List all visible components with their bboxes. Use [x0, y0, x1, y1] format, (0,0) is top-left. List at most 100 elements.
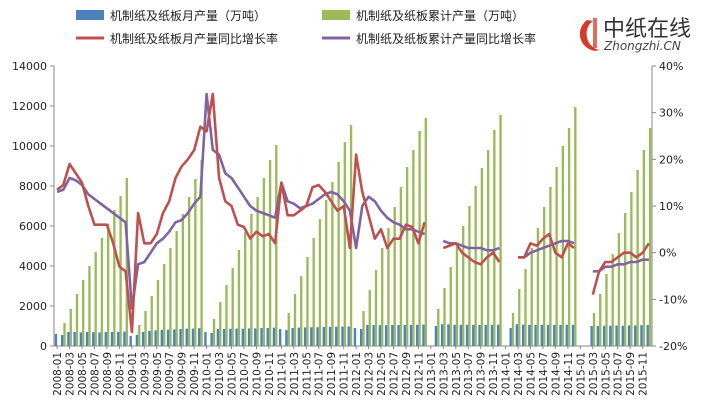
monthly-output-bar [241, 328, 244, 346]
x-tick-label: 2012-07 [389, 352, 401, 396]
monthly-yoy-line [56, 92, 650, 334]
monthly-output-bar [596, 326, 600, 346]
cumulative-output-bar [542, 207, 546, 346]
cumulative-output-bar [324, 200, 328, 346]
x-tick-label: 2013-01 [426, 352, 438, 396]
legend-label: 机制纸及纸板月产量同比增长率 [110, 31, 278, 46]
monthly-output-bar [422, 324, 425, 346]
monthly-output-bar [378, 325, 382, 346]
x-tick-label: 2011-05 [301, 352, 313, 396]
cumulative-output-bar [156, 280, 160, 346]
logo-en-text: Zhongzhi.CN [603, 39, 681, 53]
x-tick-label: 2009-05 [152, 352, 164, 396]
x-tick-label: 2009-11 [189, 352, 201, 396]
cumulative-output-bar [268, 160, 272, 346]
cumulative-output-bar [412, 150, 415, 346]
monthly-output-bar [73, 332, 76, 346]
cumulative-output-bar [125, 178, 129, 346]
monthly-output-bar [646, 325, 649, 346]
monthly-output-bar [397, 325, 400, 346]
left-tick-label: 6000 [19, 220, 47, 233]
monthly-output-bar [409, 325, 413, 346]
cumulative-output-bar [381, 248, 384, 346]
cumulative-output-bar [387, 228, 390, 346]
monthly-output-bar [540, 324, 543, 346]
cumulative-output-bar [623, 213, 627, 346]
cumulative-output-bar [474, 186, 477, 346]
yoy-lines [56, 92, 650, 334]
x-tick-label: 2011-11 [339, 352, 351, 396]
x-tick-label: 2010-03 [214, 352, 226, 396]
cumulative-yoy-line [56, 92, 649, 310]
monthly-output-bar [303, 327, 307, 346]
monthly-output-bar [440, 324, 444, 346]
cumulative-output-bar [306, 257, 309, 346]
x-tick-label: 2015-05 [600, 352, 612, 396]
cumulative-output-bar [499, 115, 502, 346]
x-tick-label: 2008-01 [52, 352, 64, 396]
left-tick-label: 14000 [12, 60, 47, 73]
x-tick-label: 2008-09 [102, 352, 114, 396]
x-tick-label: 2014-05 [526, 352, 538, 396]
cumulative-output-bar [200, 160, 203, 346]
monthly-output-bar [391, 325, 394, 346]
x-tick-label: 2009-01 [127, 352, 139, 396]
x-tick-label: 2009-09 [177, 352, 189, 396]
monthly-output-bar [179, 329, 182, 346]
cumulative-output-bar [424, 118, 428, 346]
monthly-output-bar [191, 328, 195, 346]
left-axis: 0 2000 4000 6000 8000 10000 12000 14000 [12, 60, 54, 353]
cumulative-output-bar [187, 197, 191, 346]
cumulative-output-bar [82, 280, 85, 346]
monthly-output-bar [353, 328, 357, 346]
monthly-output-bar [148, 331, 151, 346]
cumulative-bars [63, 107, 652, 346]
x-tick-label: 2013-11 [488, 352, 500, 396]
monthly-output-bar [478, 325, 481, 346]
right-tick-label: 0% [659, 247, 676, 260]
monthly-output-bar [416, 324, 419, 346]
cumulative-output-bar [536, 228, 540, 346]
x-tick-label: 2008-05 [77, 352, 89, 396]
monthly-output-bar [185, 328, 188, 346]
cumulative-output-bar [212, 319, 216, 346]
x-tick-label: 2015-07 [613, 352, 625, 396]
cumulative-output-bar [75, 294, 79, 346]
monthly-output-bar [222, 329, 226, 346]
x-tick-label: 2008-03 [65, 352, 77, 396]
monthly-output-bar [590, 326, 593, 346]
cumulative-output-bar [94, 252, 97, 346]
x-tick-label: 2014-09 [550, 352, 562, 396]
cumulative-output-bar [150, 296, 153, 346]
monthly-output-bar [210, 333, 213, 346]
monthly-output-bar [341, 326, 344, 346]
cumulative-output-bar [374, 270, 378, 346]
monthly-output-bar [272, 327, 276, 346]
x-tick-label: 2013-05 [451, 352, 463, 396]
monthly-output-bar [198, 328, 201, 346]
monthly-output-bar [534, 324, 537, 346]
cumulative-output-bar [63, 323, 66, 346]
monthly-output-bar [472, 324, 475, 346]
monthly-output-bar [316, 327, 319, 346]
cumulative-output-bar [175, 231, 178, 346]
legend-label: 机制纸及纸板累计产量同比增长率 [356, 31, 536, 46]
monthly-output-bar [497, 324, 500, 346]
monthly-output-bar [403, 325, 406, 346]
cumulative-output-bar [561, 146, 565, 346]
monthly-output-bar [85, 332, 89, 346]
x-tick-label: 2014-01 [501, 352, 513, 396]
monthly-output-bar [67, 332, 70, 346]
x-tick-label: 2010-05 [227, 352, 239, 396]
left-tick-label: 8000 [19, 180, 47, 193]
monthly-output-bar [484, 325, 487, 346]
x-tick-label: 2015-03 [588, 352, 600, 396]
cumulative-output-bar [194, 179, 197, 346]
x-tick-label: 2009-03 [139, 352, 151, 396]
cumulative-output-bar [106, 224, 110, 346]
cumulative-output-bar [493, 130, 496, 346]
cumulative-output-bar [69, 309, 72, 346]
monthly-output-bar [571, 324, 575, 346]
x-tick-label: 2012-01 [351, 352, 363, 396]
monthly-output-bar [627, 325, 631, 346]
